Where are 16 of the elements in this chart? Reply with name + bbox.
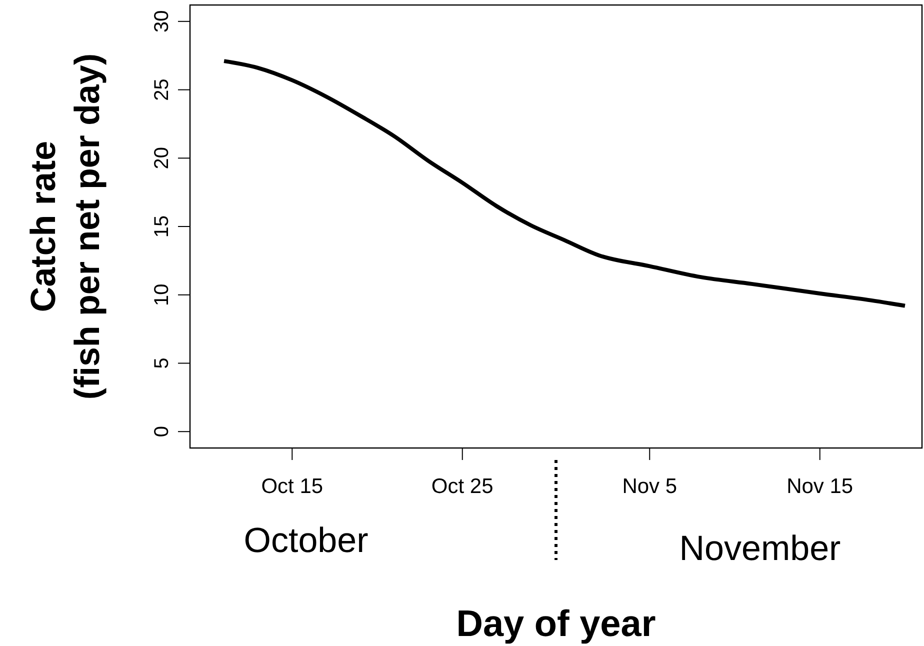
x-tick-label: Nov 5: [622, 475, 678, 498]
x-axis-title: Day of year: [456, 603, 656, 644]
x-tick-label: Oct 25: [431, 475, 494, 498]
x-tick-label: Nov 15: [786, 475, 854, 498]
y-tick-label: 5: [151, 358, 173, 369]
y-tick-label: 30: [151, 10, 173, 33]
y-tick-label: 10: [151, 284, 173, 306]
y-tick-label: 25: [151, 78, 173, 101]
text: October: [244, 521, 369, 560]
line-series: [222, 59, 907, 308]
x-tick-label: Oct 15: [261, 475, 324, 498]
text: November: [679, 529, 842, 568]
y-tick-label: 15: [151, 215, 173, 238]
y-axis-title: Catch rate (fish per net per day): [24, 53, 107, 400]
y-tick-label: 20: [151, 147, 173, 170]
y-tick-label: 0: [151, 426, 173, 438]
